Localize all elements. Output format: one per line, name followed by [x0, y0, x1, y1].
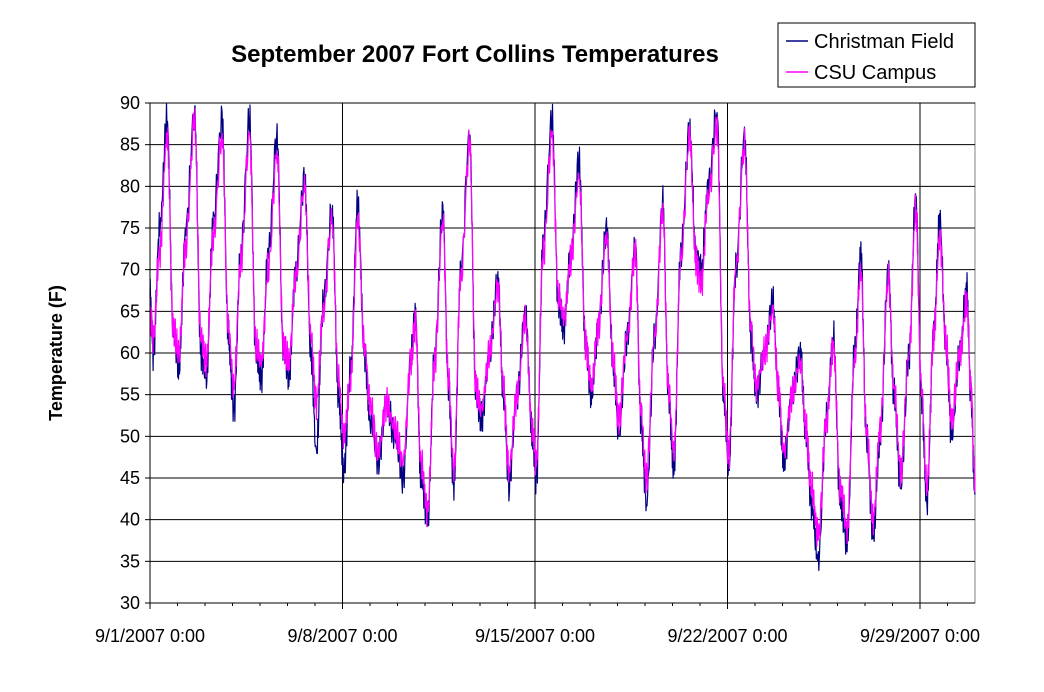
x-tick-label: 9/8/2007 0:00	[287, 626, 397, 646]
y-tick-label: 90	[120, 93, 140, 113]
series-line-csu-campus	[149, 107, 976, 548]
y-tick-label: 30	[120, 593, 140, 613]
x-tick-label: 9/29/2007 0:00	[860, 626, 980, 646]
legend-box	[777, 22, 976, 88]
grid-lines	[150, 102, 975, 603]
y-tick-label: 65	[120, 301, 140, 321]
y-tick-label: 40	[120, 510, 140, 530]
series-layer	[149, 102, 976, 572]
y-tick-label: 85	[120, 135, 140, 155]
x-tick-label: 9/15/2007 0:00	[475, 626, 595, 646]
y-axis-label: Temperature (F)	[46, 285, 66, 421]
y-tick-label: 70	[120, 260, 140, 280]
y-tick-label: 45	[120, 468, 140, 488]
y-tick-label: 60	[120, 343, 140, 363]
y-tick-label: 50	[120, 426, 140, 446]
y-tick-label: 80	[120, 176, 140, 196]
y-tick-label: 55	[120, 385, 140, 405]
legend-label-csu-campus: CSU Campus	[814, 62, 936, 84]
y-tick-label: 75	[120, 218, 140, 238]
y-tick-labels: 30 35 40 45 50 55 60 65 70 75 80 85 90	[120, 93, 150, 613]
x-tick-label: 9/1/2007 0:00	[95, 626, 205, 646]
x-tick-labels: 9/1/2007 0:00 9/8/2007 0:00 9/15/2007 0:00…	[95, 603, 980, 646]
x-tick-label: 9/22/2007 0:00	[667, 626, 787, 646]
legend-label-christman-field: Christman Field	[814, 31, 954, 53]
chart-title: September 2007 Fort Collins Temperatures	[231, 41, 719, 68]
y-tick-label: 35	[120, 551, 140, 571]
legend: Christman Field CSU Campus	[777, 22, 976, 88]
